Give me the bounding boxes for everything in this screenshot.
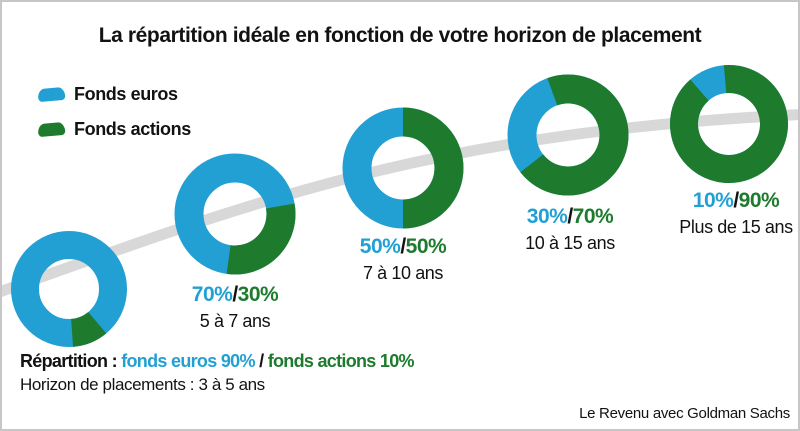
donut-group: [11, 65, 788, 347]
donut-segment-fonds-actions: [670, 65, 788, 183]
donut-label-5-7-ans: 70%/30% 5 à 7 ans: [145, 283, 325, 332]
donut-pct-line: 10%/90%: [646, 189, 798, 212]
legend: Fonds euros Fonds actions: [37, 83, 191, 154]
pct-slash: /: [232, 283, 238, 306]
horizon-line: Horizon de placements : 3 à 5 ans: [20, 375, 265, 394]
donut-segment-fonds-euros: [11, 231, 127, 347]
chart-title: La répartition idéale en fonction de vot…: [98, 24, 702, 47]
donut-segment-fonds-actions: [520, 74, 629, 196]
repartition-line: Répartition : fonds euros 90% / fonds ac…: [20, 351, 415, 372]
fonds-actions-swatch-icon: [37, 121, 66, 137]
fonds-euros-swatch-icon: [37, 86, 66, 102]
repartition-separator: /: [259, 351, 264, 371]
pct-actions: 90%: [738, 189, 780, 212]
donut-label-plus-15-ans: 10%/90% Plus de 15 ans: [646, 189, 798, 238]
donut-1-90-10: [11, 231, 127, 347]
horizon-label: 10 à 15 ans: [525, 233, 615, 254]
repartition-actions: fonds actions 10%: [267, 351, 415, 371]
legend-label-fonds-actions: Fonds actions: [74, 118, 191, 139]
donut-pct-line: 50%/50%: [313, 235, 493, 258]
pct-slash: /: [733, 189, 739, 212]
horizon-label: Plus de 15 ans: [679, 217, 793, 238]
donut-label-7-10-ans: 50%/50% 7 à 10 ans: [313, 235, 493, 284]
pct-actions: 70%: [572, 205, 614, 228]
donut-segment-fonds-actions: [70, 311, 107, 347]
footer-summary: Répartition : fonds euros 90% / fonds ac…: [20, 351, 415, 395]
donut-segment-fonds-actions: [226, 203, 296, 275]
legend-label-fonds-euros: Fonds euros: [74, 83, 178, 104]
pct-slash: /: [400, 235, 406, 258]
repartition-prefix: Répartition :: [20, 351, 118, 371]
pct-slash: /: [567, 205, 573, 228]
source-credit: Le Revenu avec Goldman Sachs: [579, 405, 790, 422]
horizon-label: 5 à 7 ans: [199, 311, 271, 332]
pct-actions: 30%: [237, 283, 279, 306]
pct-euros: 30%: [526, 205, 568, 228]
donut-label-10-15-ans: 30%/70% 10 à 15 ans: [480, 205, 660, 254]
donut-3-50-50: [342, 107, 464, 229]
pct-euros: 10%: [692, 189, 734, 212]
donut-4-30-70: [507, 74, 629, 196]
donut-5-10-90: [670, 65, 788, 183]
donut-pct-line: 70%/30%: [145, 283, 325, 306]
repartition-euros: fonds euros 90%: [121, 351, 255, 371]
horizon-label: 7 à 10 ans: [362, 263, 444, 284]
legend-item-fonds-actions: Fonds actions: [37, 118, 191, 139]
donut-2-70-30: [174, 153, 296, 275]
pct-euros: 50%: [359, 235, 401, 258]
legend-item-fonds-euros: Fonds euros: [37, 83, 191, 104]
donut-segment-fonds-actions: [402, 107, 464, 229]
pct-euros: 70%: [191, 283, 233, 306]
donut-pct-line: 30%/70%: [480, 205, 660, 228]
pct-actions: 50%: [405, 235, 447, 258]
